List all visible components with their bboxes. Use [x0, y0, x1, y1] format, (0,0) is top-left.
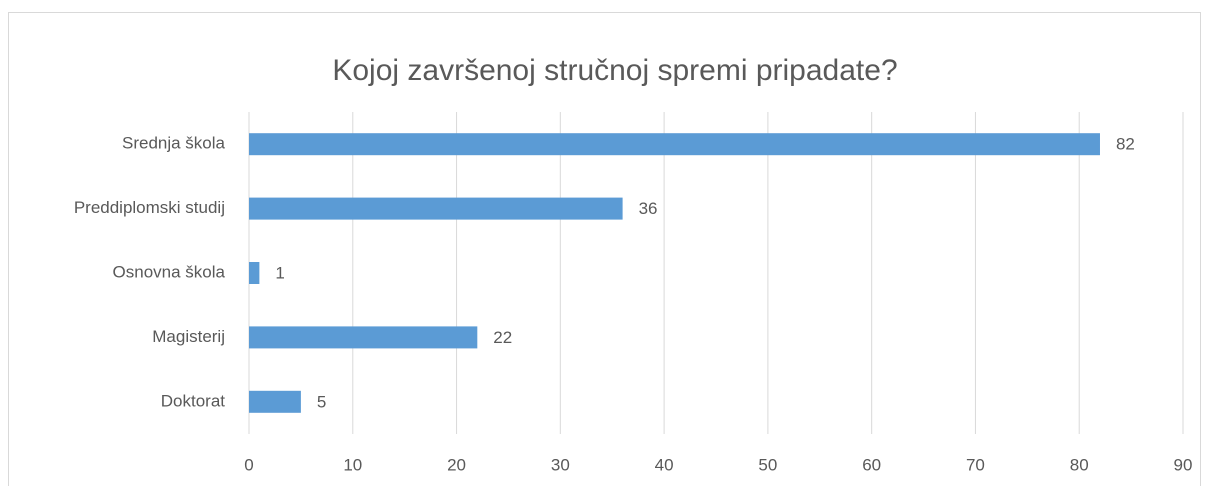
data-label: 22 — [493, 328, 512, 347]
bar — [249, 390, 301, 413]
x-tick-label: 60 — [862, 455, 881, 474]
bar — [249, 197, 623, 220]
x-tick-label: 40 — [655, 455, 674, 474]
chart-title: Kojoj završenoj stručnoj spremi pripadat… — [332, 54, 897, 87]
y-tick-label: Osnovna škola — [113, 262, 226, 281]
y-tick-label: Magisterij — [152, 327, 225, 346]
bar — [249, 133, 1100, 156]
bar — [249, 326, 478, 349]
y-tick-label: Preddiplomski studij — [74, 198, 225, 217]
x-tick-label: 70 — [966, 455, 985, 474]
chart-border — [8, 12, 1201, 486]
data-label: 5 — [317, 392, 326, 411]
x-tick-label: 10 — [343, 455, 362, 474]
data-label: 82 — [1116, 135, 1135, 154]
x-tick-label: 50 — [758, 455, 777, 474]
y-tick-label: Doktorat — [161, 391, 226, 410]
bar — [249, 262, 260, 284]
x-tick-label: 20 — [447, 455, 466, 474]
data-label: 1 — [275, 263, 284, 282]
x-tick-label: 80 — [1070, 455, 1089, 474]
x-tick-label: 0 — [244, 455, 253, 474]
y-tick-label: Srednja škola — [122, 134, 226, 153]
x-tick-label: 90 — [1174, 455, 1193, 474]
data-label: 36 — [639, 199, 658, 218]
x-tick-label: 30 — [551, 455, 570, 474]
